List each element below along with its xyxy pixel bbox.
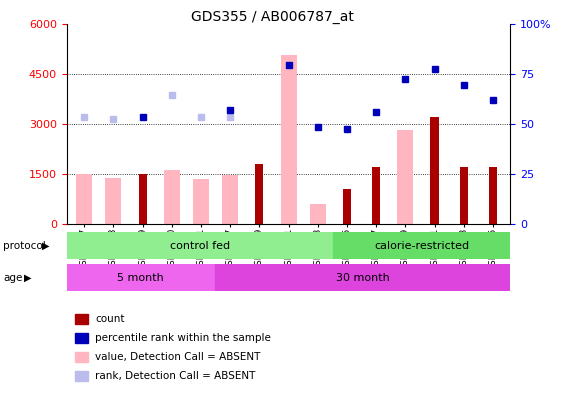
- Bar: [139, 174, 147, 224]
- Text: age: age: [3, 272, 22, 283]
- Bar: [281, 55, 296, 224]
- Bar: [76, 174, 92, 224]
- Text: ▶: ▶: [42, 241, 49, 251]
- Bar: [67, 232, 333, 259]
- Text: GDS355 / AB006787_at: GDS355 / AB006787_at: [191, 10, 354, 24]
- Bar: [343, 189, 351, 224]
- Bar: [164, 170, 180, 224]
- Bar: [255, 164, 263, 224]
- Text: 30 month: 30 month: [336, 272, 389, 283]
- Bar: [106, 178, 121, 224]
- Text: value, Detection Call = ABSENT: value, Detection Call = ABSENT: [95, 352, 260, 362]
- Text: percentile rank within the sample: percentile rank within the sample: [95, 333, 271, 343]
- Bar: [372, 167, 380, 224]
- Bar: [193, 179, 209, 224]
- Bar: [215, 264, 510, 291]
- Bar: [489, 167, 497, 224]
- Bar: [67, 264, 215, 291]
- Text: count: count: [95, 314, 125, 324]
- Text: protocol: protocol: [3, 241, 46, 251]
- Text: 5 month: 5 month: [117, 272, 164, 283]
- Bar: [430, 117, 438, 224]
- Bar: [459, 167, 468, 224]
- Text: control fed: control fed: [170, 241, 230, 251]
- Bar: [222, 175, 238, 224]
- Bar: [397, 130, 414, 224]
- Bar: [310, 204, 326, 224]
- Text: calorie-restricted: calorie-restricted: [374, 241, 469, 251]
- Bar: [333, 232, 510, 259]
- Text: ▶: ▶: [24, 272, 32, 283]
- Text: rank, Detection Call = ABSENT: rank, Detection Call = ABSENT: [95, 371, 256, 381]
